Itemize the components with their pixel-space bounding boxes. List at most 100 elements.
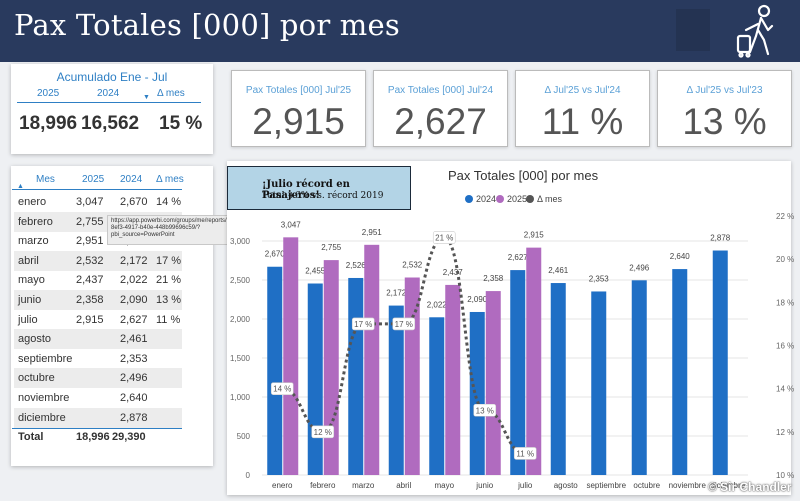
table-cell-2024: 2,172 [120,254,148,267]
table-cell-2024: 2,022 [120,274,148,287]
table-row[interactable]: agosto 2,461 [14,329,182,350]
x-tick-label: marzo [352,481,375,490]
accumulated-divider [17,102,201,103]
table-cell-2024: 2,353 [120,352,148,365]
y2-tick-label: 20 % [776,255,794,264]
delta-label: 17 % [395,320,413,329]
kpi-card-pax-jul24: Pax Totales [000] Jul'24 2,627 [373,70,508,147]
x-tick-label: agosto [554,481,579,490]
delta-label-box [513,447,537,460]
table-cell-2025: 2,358 [76,294,104,306]
bar-2024 [510,270,526,475]
accumulated-header-2024[interactable]: 2024 [97,88,120,99]
accumulated-card: Acumulado Ene - Jul 2025 2024 ▼ Δ mes 18… [11,64,213,154]
table-cell-2025: 2,755 [76,215,104,228]
delta-label-box [351,317,375,331]
table-row[interactable]: diciembre 2,878 [14,407,182,428]
bar-label-2024: 2,455 [305,267,326,276]
table-cell-month: junio [18,294,42,306]
table-row[interactable]: mayo 2,437 2,022 21 % [14,270,182,290]
kpi-label: Δ Jul'25 vs Jul'23 [686,85,763,96]
delta-label-box [473,403,497,417]
bar-label-2025: 2,915 [524,231,545,240]
table-cell-delta: 13 % [156,294,182,306]
table-row[interactable]: enero 3,047 2,670 14 % [14,192,182,212]
bar-2024 [631,280,647,475]
kpi-value: 2,627 [394,101,487,142]
banner-title: ¡Julio récord en Pasajeros! [262,179,350,201]
legend-item-2024[interactable]: 2024 [465,194,496,204]
table-total-label: Total [18,431,44,443]
sort-arrow-icon[interactable]: ▼ [143,94,150,101]
y2-tick-label: 18 % [776,298,794,307]
table-cell-delta: 21 % [156,274,182,287]
y2-tick-label: 22 % [776,212,794,221]
sort-arrow-icon[interactable]: ▲ [17,183,24,190]
x-tick-label: octubre [633,481,660,490]
table-cell-month: marzo [18,235,49,248]
bar-label-2024: 2,526 [346,261,367,270]
kpi-card-pax-jul25: Pax Totales [000] Jul'25 2,915 [231,70,366,147]
table-header-delta[interactable]: Δ mes [156,174,184,185]
bar-2025 [445,284,461,475]
banner-subtitle: Total +6% vs. récord 2019 [262,191,384,201]
table-row[interactable]: noviembre 2,640 [14,388,182,408]
accumulated-header-delta[interactable]: Δ mes [157,88,185,99]
bar-2024 [348,277,364,475]
chart-title: Pax Totales [000] por mes [448,168,599,183]
kpi-label: Pax Totales [000] Jul'25 [245,85,352,96]
bar-2025 [323,260,339,475]
bar-label-2024: 2,640 [670,252,691,261]
table-row[interactable]: octubre 2,496 [14,368,182,389]
record-banner: ¡Julio récord en Pasajeros! Total +6% vs… [227,166,411,210]
table-cell-2024: 2,090 [120,294,148,306]
table-cell-2024: 2,627 [120,313,148,326]
legend-label-delta: Δ mes [537,194,563,204]
legend-dot-2024 [465,195,473,203]
bar-label-2025: 2,755 [321,243,342,252]
table-cell-2024: 2,640 [120,392,148,404]
y2-tick-label: 16 % [776,342,794,351]
table-header-mes[interactable]: Mes [36,174,55,185]
bar-2024 [307,283,323,475]
accumulated-value-delta: 15 % [159,113,203,134]
table-cell-2025: 2,532 [76,254,104,267]
legend-item-delta[interactable]: Δ mes [526,194,562,204]
x-tick-label: septiembre [586,481,626,490]
table-total-divider [12,428,182,429]
bar-2024 [712,250,728,475]
url-tooltip: https://app.powerbi.com/groups/me/report… [107,215,255,245]
delta-label-box [392,317,416,331]
legend-item-2025[interactable]: 2025 [496,194,527,204]
table-row[interactable]: septiembre 2,353 [14,349,182,369]
bar-label-2025: 3,047 [281,220,302,229]
table-header-2025[interactable]: 2025 [82,174,105,185]
table-header-divider [12,189,182,190]
table-cell-month: septiembre [18,352,73,365]
bar-label-2024: 2,090 [467,295,488,304]
traveler-icon [736,4,774,58]
bar-label-2025: 2,358 [483,274,504,283]
bar-label-2025: 2,437 [443,268,464,277]
bar-label-2025: 2,532 [402,261,423,270]
table-cell-2024: 2,461 [120,333,148,346]
table-cell-2025: 2,437 [76,274,104,287]
y2-tick-label: 14 % [776,385,794,394]
bar-label-2024: 2,461 [548,266,569,275]
bar-label-2024: 2,172 [386,289,407,298]
accumulated-header-2025[interactable]: 2025 [37,88,60,99]
table-row[interactable]: abril 2,532 2,172 17 % [14,250,182,271]
x-tick-label: junio [475,481,493,490]
accumulated-value-2024: 16,562 [81,113,140,134]
table-row[interactable]: julio 2,915 2,627 11 % [14,310,182,330]
table-cell-month: noviembre [18,392,70,404]
x-tick-label: febrero [310,481,336,490]
table-cell-2025: 2,915 [76,313,104,326]
y2-tick-label: 10 % [776,471,794,480]
kpi-card-delta-vs-jul23: Δ Jul'25 vs Jul'23 13 % [657,70,792,147]
table-row[interactable]: junio 2,358 2,090 13 % [14,290,182,310]
delta-label: 11 % [516,449,534,458]
bar-2025 [283,237,299,475]
table-header-2024[interactable]: 2024 [120,174,143,185]
